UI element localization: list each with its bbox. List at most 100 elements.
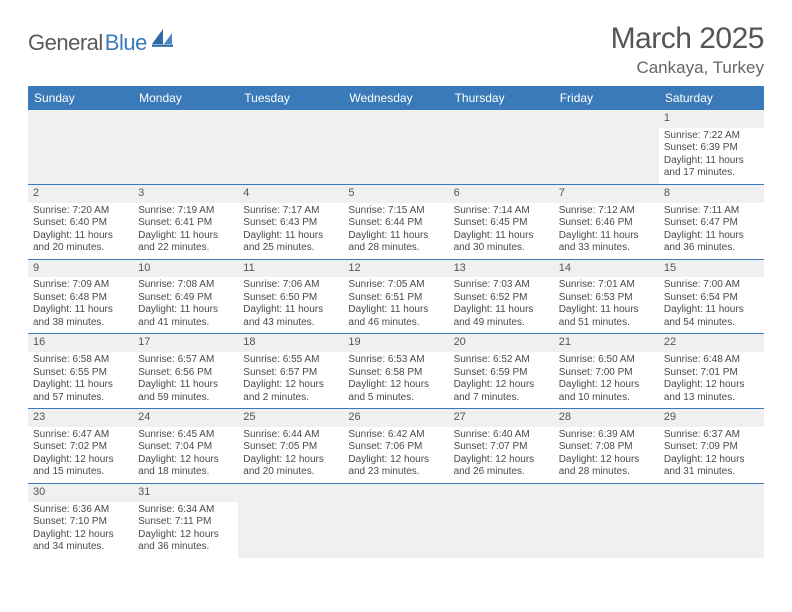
sunset-line: Sunset: 7:01 PM <box>664 367 759 380</box>
calendar-cell: 4Sunrise: 7:17 AMSunset: 6:43 PMDaylight… <box>238 185 343 259</box>
calendar-cell: 18Sunrise: 6:55 AMSunset: 6:57 PMDayligh… <box>238 334 343 408</box>
day-number: 14 <box>554 260 659 278</box>
sunset-line: Sunset: 6:39 PM <box>664 142 759 155</box>
sunrise-line: Sunrise: 6:40 AM <box>454 429 549 442</box>
daylight-line: Daylight: 12 hours and 28 minutes. <box>559 454 654 479</box>
sunrise-line: Sunrise: 7:03 AM <box>454 279 549 292</box>
daylight-line: Daylight: 12 hours and 34 minutes. <box>33 529 128 554</box>
day-number: 20 <box>449 334 554 352</box>
calendar-week: 2Sunrise: 7:20 AMSunset: 6:40 PMDaylight… <box>28 185 764 260</box>
calendar: SundayMondayTuesdayWednesdayThursdayFrid… <box>28 86 764 558</box>
calendar-cell: 16Sunrise: 6:58 AMSunset: 6:55 PMDayligh… <box>28 334 133 408</box>
calendar-cell: 3Sunrise: 7:19 AMSunset: 6:41 PMDaylight… <box>133 185 238 259</box>
daylight-line: Daylight: 11 hours and 36 minutes. <box>664 230 759 255</box>
page-root: GeneralBlue March 2025 Cankaya, Turkey S… <box>0 0 792 568</box>
sunset-line: Sunset: 7:08 PM <box>559 441 654 454</box>
calendar-cell: 19Sunrise: 6:53 AMSunset: 6:58 PMDayligh… <box>343 334 448 408</box>
sunset-line: Sunset: 7:10 PM <box>33 516 128 529</box>
day-number: 17 <box>133 334 238 352</box>
sunset-line: Sunset: 6:40 PM <box>33 217 128 230</box>
daylight-line: Daylight: 11 hours and 54 minutes. <box>664 304 759 329</box>
sunset-line: Sunset: 6:47 PM <box>664 217 759 230</box>
sunset-line: Sunset: 6:53 PM <box>559 292 654 305</box>
day-number: 22 <box>659 334 764 352</box>
sunset-line: Sunset: 7:07 PM <box>454 441 549 454</box>
weekday-header: Saturday <box>659 86 764 110</box>
calendar-cell: 17Sunrise: 6:57 AMSunset: 6:56 PMDayligh… <box>133 334 238 408</box>
daylight-line: Daylight: 11 hours and 25 minutes. <box>243 230 338 255</box>
day-number: 8 <box>659 185 764 203</box>
day-number: 25 <box>238 409 343 427</box>
sunrise-line: Sunrise: 6:37 AM <box>664 429 759 442</box>
weekday-header: Monday <box>133 86 238 110</box>
daylight-line: Daylight: 11 hours and 51 minutes. <box>559 304 654 329</box>
daylight-line: Daylight: 12 hours and 20 minutes. <box>243 454 338 479</box>
sunrise-line: Sunrise: 6:48 AM <box>664 354 759 367</box>
daylight-line: Daylight: 11 hours and 49 minutes. <box>454 304 549 329</box>
sunset-line: Sunset: 6:54 PM <box>664 292 759 305</box>
calendar-cell: 28Sunrise: 6:39 AMSunset: 7:08 PMDayligh… <box>554 409 659 483</box>
day-number: 31 <box>133 484 238 502</box>
daylight-line: Daylight: 11 hours and 33 minutes. <box>559 230 654 255</box>
daylight-line: Daylight: 11 hours and 38 minutes. <box>33 304 128 329</box>
day-number: 29 <box>659 409 764 427</box>
calendar-cell: 12Sunrise: 7:05 AMSunset: 6:51 PMDayligh… <box>343 260 448 334</box>
day-number: 3 <box>133 185 238 203</box>
sunrise-line: Sunrise: 7:08 AM <box>138 279 233 292</box>
sunrise-line: Sunrise: 6:50 AM <box>559 354 654 367</box>
sunrise-line: Sunrise: 7:01 AM <box>559 279 654 292</box>
location-label: Cankaya, Turkey <box>611 58 764 78</box>
sunset-line: Sunset: 7:00 PM <box>559 367 654 380</box>
sunset-line: Sunset: 6:44 PM <box>348 217 443 230</box>
calendar-cell: 22Sunrise: 6:48 AMSunset: 7:01 PMDayligh… <box>659 334 764 408</box>
calendar-cell-empty <box>343 110 448 184</box>
daylight-line: Daylight: 11 hours and 59 minutes. <box>138 379 233 404</box>
calendar-cell: 24Sunrise: 6:45 AMSunset: 7:04 PMDayligh… <box>133 409 238 483</box>
weekday-header: Thursday <box>449 86 554 110</box>
title-block: March 2025 Cankaya, Turkey <box>611 22 764 78</box>
day-number: 9 <box>28 260 133 278</box>
weekday-header: Tuesday <box>238 86 343 110</box>
day-number: 2 <box>28 185 133 203</box>
daylight-line: Daylight: 11 hours and 17 minutes. <box>664 155 759 180</box>
logo: GeneralBlue <box>28 30 174 56</box>
daylight-line: Daylight: 11 hours and 28 minutes. <box>348 230 443 255</box>
calendar-cell: 25Sunrise: 6:44 AMSunset: 7:05 PMDayligh… <box>238 409 343 483</box>
calendar-cell: 10Sunrise: 7:08 AMSunset: 6:49 PMDayligh… <box>133 260 238 334</box>
sunrise-line: Sunrise: 7:05 AM <box>348 279 443 292</box>
sunset-line: Sunset: 6:48 PM <box>33 292 128 305</box>
calendar-cell-empty <box>343 484 448 558</box>
sunrise-line: Sunrise: 6:58 AM <box>33 354 128 367</box>
sunrise-line: Sunrise: 7:15 AM <box>348 205 443 218</box>
sunrise-line: Sunrise: 7:20 AM <box>33 205 128 218</box>
daylight-line: Daylight: 11 hours and 22 minutes. <box>138 230 233 255</box>
calendar-cell-empty <box>659 484 764 558</box>
weekday-header: Sunday <box>28 86 133 110</box>
sunset-line: Sunset: 7:02 PM <box>33 441 128 454</box>
calendar-cell-empty <box>238 110 343 184</box>
sunset-line: Sunset: 6:45 PM <box>454 217 549 230</box>
calendar-cell: 9Sunrise: 7:09 AMSunset: 6:48 PMDaylight… <box>28 260 133 334</box>
sunset-line: Sunset: 6:51 PM <box>348 292 443 305</box>
daylight-line: Daylight: 11 hours and 20 minutes. <box>33 230 128 255</box>
sunrise-line: Sunrise: 7:00 AM <box>664 279 759 292</box>
calendar-cell-empty <box>449 110 554 184</box>
day-number: 24 <box>133 409 238 427</box>
daylight-line: Daylight: 12 hours and 15 minutes. <box>33 454 128 479</box>
sunrise-line: Sunrise: 6:57 AM <box>138 354 233 367</box>
day-number: 27 <box>449 409 554 427</box>
calendar-cell: 14Sunrise: 7:01 AMSunset: 6:53 PMDayligh… <box>554 260 659 334</box>
calendar-cell: 31Sunrise: 6:34 AMSunset: 7:11 PMDayligh… <box>133 484 238 558</box>
day-number: 12 <box>343 260 448 278</box>
sunset-line: Sunset: 6:55 PM <box>33 367 128 380</box>
day-number: 10 <box>133 260 238 278</box>
daylight-line: Daylight: 11 hours and 46 minutes. <box>348 304 443 329</box>
calendar-cell: 30Sunrise: 6:36 AMSunset: 7:10 PMDayligh… <box>28 484 133 558</box>
daylight-line: Daylight: 12 hours and 31 minutes. <box>664 454 759 479</box>
sunset-line: Sunset: 6:52 PM <box>454 292 549 305</box>
month-title: March 2025 <box>611 22 764 56</box>
calendar-cell: 13Sunrise: 7:03 AMSunset: 6:52 PMDayligh… <box>449 260 554 334</box>
daylight-line: Daylight: 11 hours and 57 minutes. <box>33 379 128 404</box>
calendar-cell: 27Sunrise: 6:40 AMSunset: 7:07 PMDayligh… <box>449 409 554 483</box>
day-number: 6 <box>449 185 554 203</box>
